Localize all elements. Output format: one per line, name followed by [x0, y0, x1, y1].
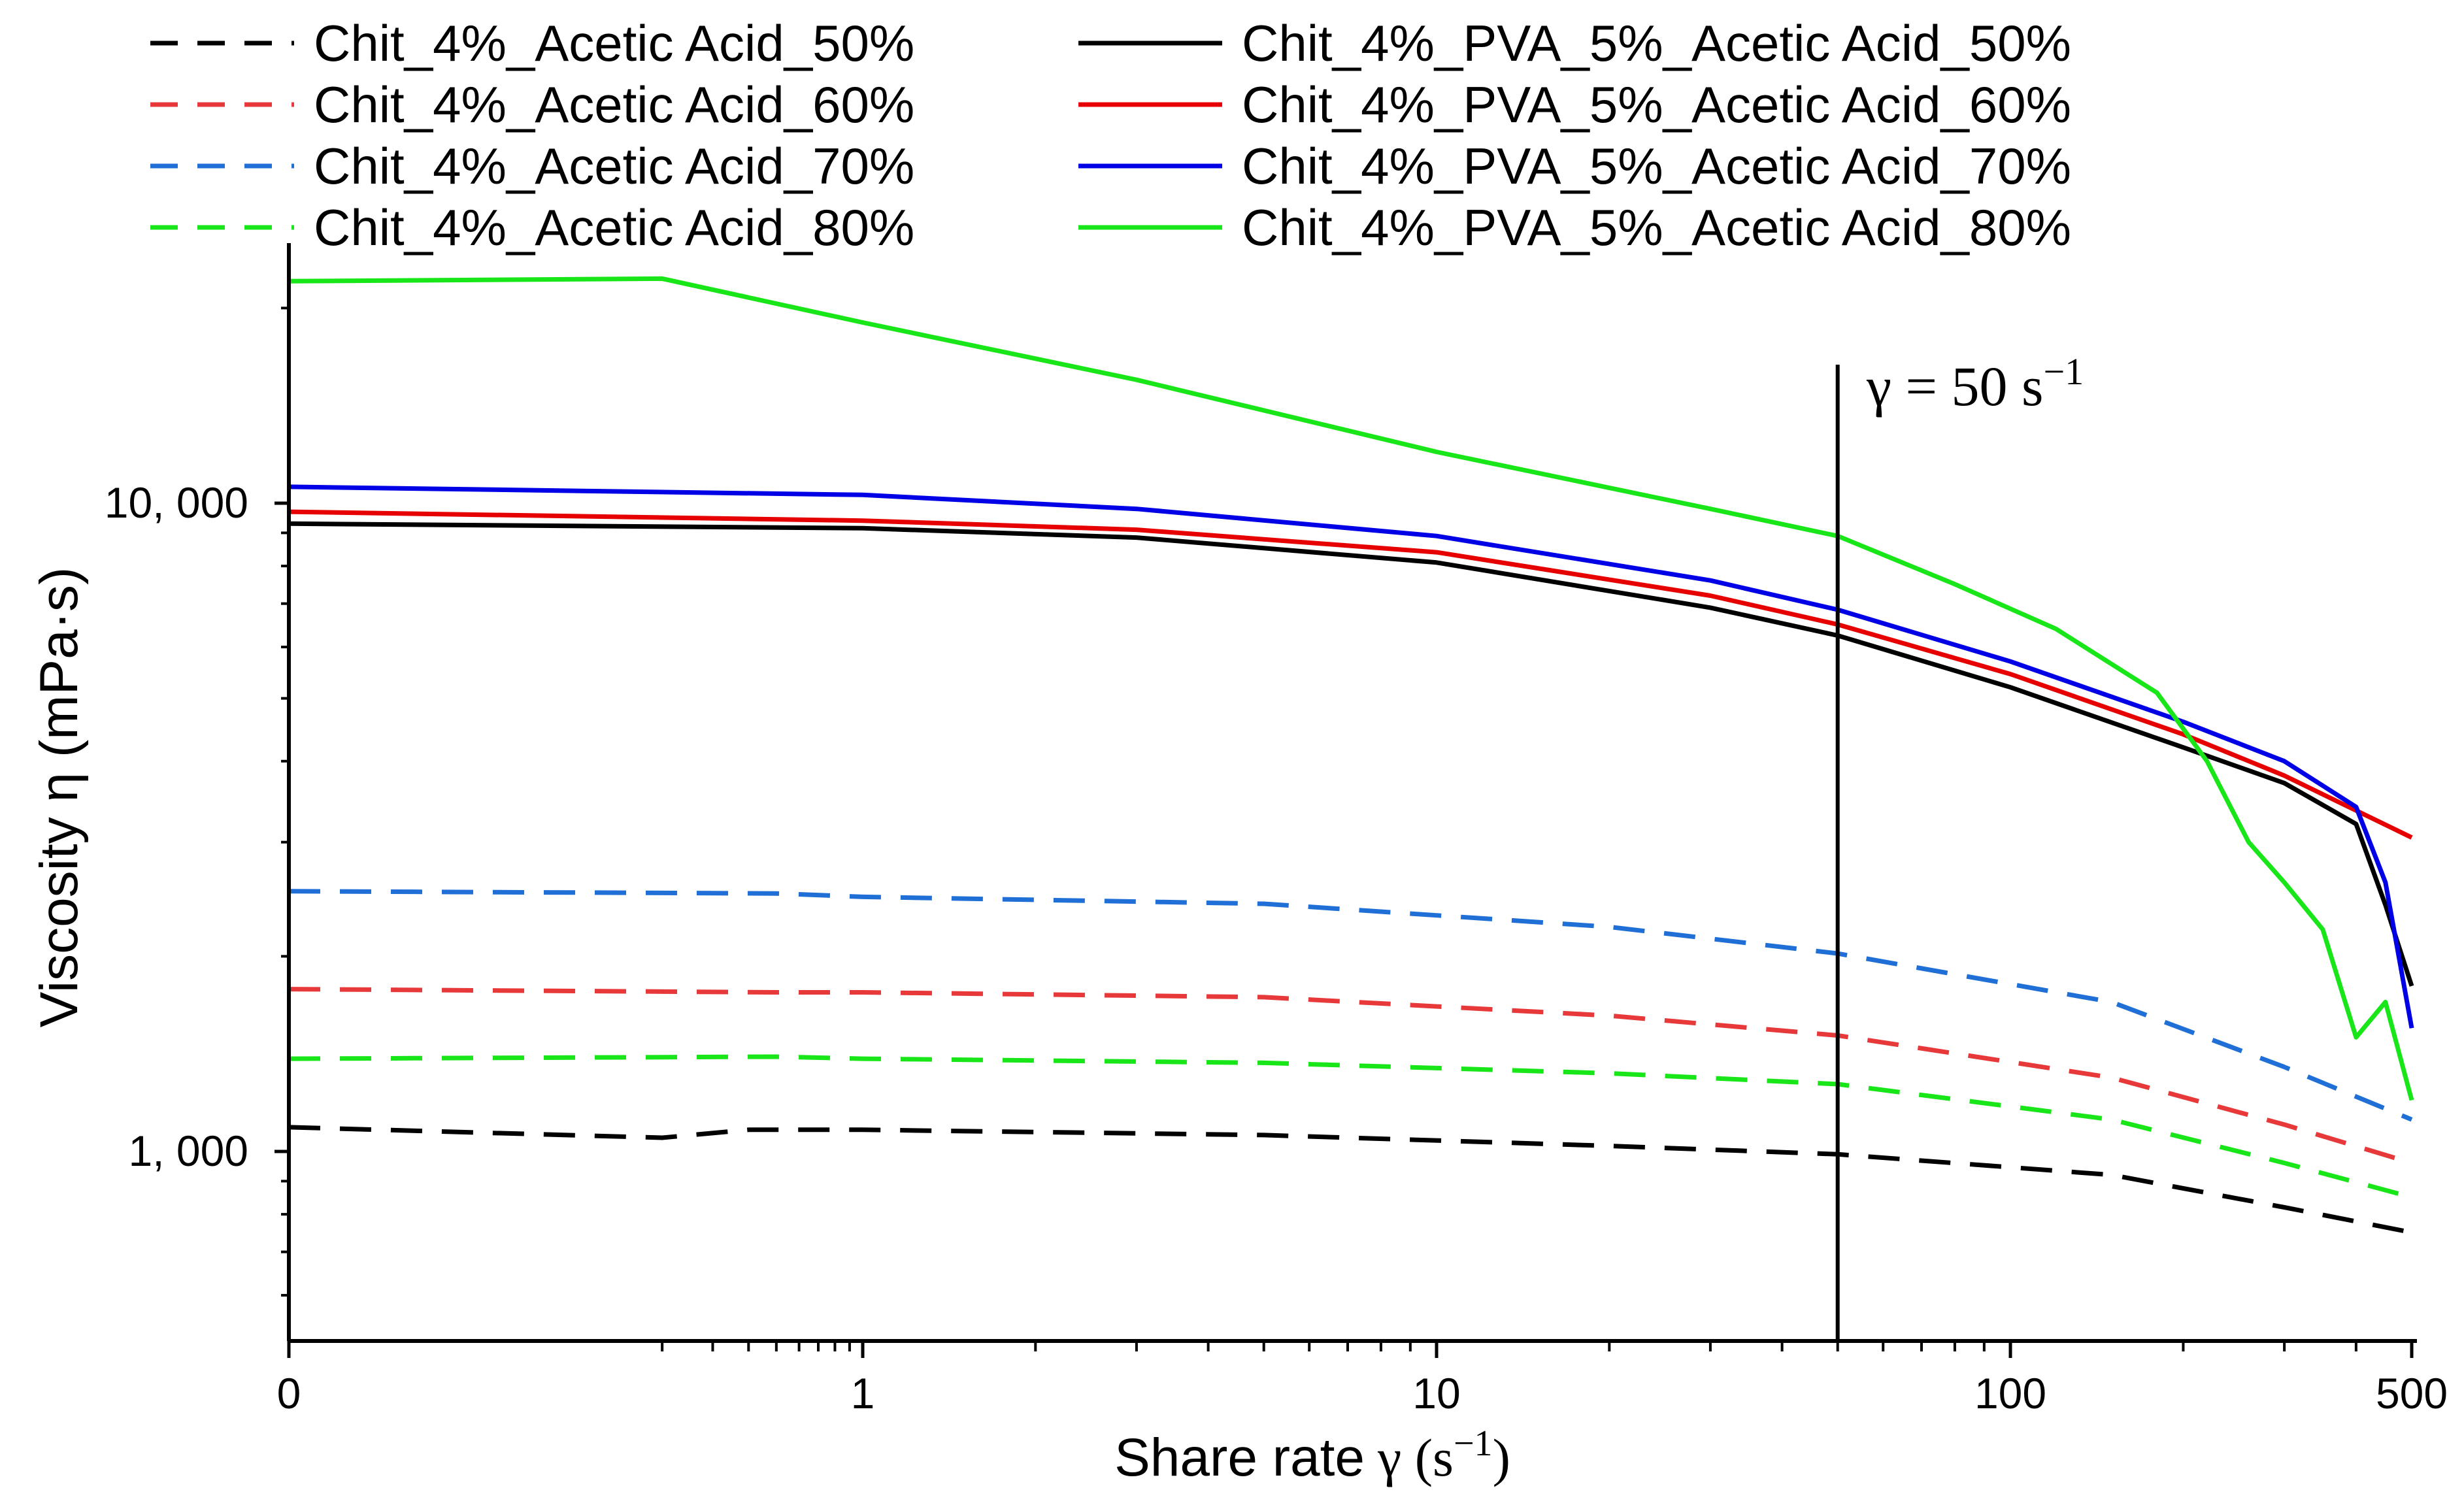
y-ticks: 1, 000 10, 000 — [105, 306, 289, 1297]
series-line-2 — [288, 987, 2413, 1165]
legend-label: Chit_4%_PVA_5%_Acetic Acid_60% — [1242, 76, 2071, 133]
x-tick-label: 1 — [851, 1369, 875, 1417]
legend-label: Chit_4%_Acetic Acid_60% — [314, 76, 914, 133]
legend-label: Chit_4%_Acetic Acid_70% — [314, 137, 914, 195]
series-line-6 — [288, 509, 2413, 840]
reference-line-group: γ = 50 s−1 — [1835, 350, 2084, 1341]
axes — [287, 243, 2417, 1343]
y-axis-title: Viscosity η (mPa·s) — [29, 567, 89, 1028]
series-line-3 — [288, 889, 2413, 1122]
legend: Chit_4%_Acetic Acid_50%Chit_4%_Acetic Ac… — [150, 14, 2071, 256]
x-tick-label: 100 — [1974, 1369, 2046, 1417]
x-tick-label: 10 — [1412, 1369, 1460, 1417]
legend-label: Chit_4%_PVA_5%_Acetic Acid_70% — [1242, 137, 2071, 195]
x-tick-label: 0 — [277, 1369, 301, 1417]
series-line-7 — [288, 484, 2414, 1029]
y-tick-label: 1, 000 — [129, 1127, 249, 1175]
series-line-4 — [288, 1054, 2412, 1200]
x-tick-label: 500 — [2376, 1369, 2448, 1417]
series-line-1 — [288, 1125, 2412, 1235]
plot-lines — [288, 276, 2414, 1235]
y-tick-label: 10, 000 — [105, 478, 248, 527]
series-line-5 — [288, 521, 2414, 987]
legend-label: Chit_4%_PVA_5%_Acetic Acid_80% — [1242, 199, 2071, 256]
reference-line-label: γ = 50 s−1 — [1866, 350, 2084, 418]
legend-label: Chit_4%_PVA_5%_Acetic Acid_50% — [1242, 14, 2071, 72]
x-ticks: 0 1 10 100 500 — [277, 1341, 2448, 1417]
series-line-8 — [288, 276, 2414, 1101]
legend-label: Chit_4%_Acetic Acid_50% — [314, 14, 914, 72]
legend-label: Chit_4%_Acetic Acid_80% — [314, 199, 914, 256]
x-axis-title: Share rate γ (s−1) — [1114, 1423, 1510, 1487]
